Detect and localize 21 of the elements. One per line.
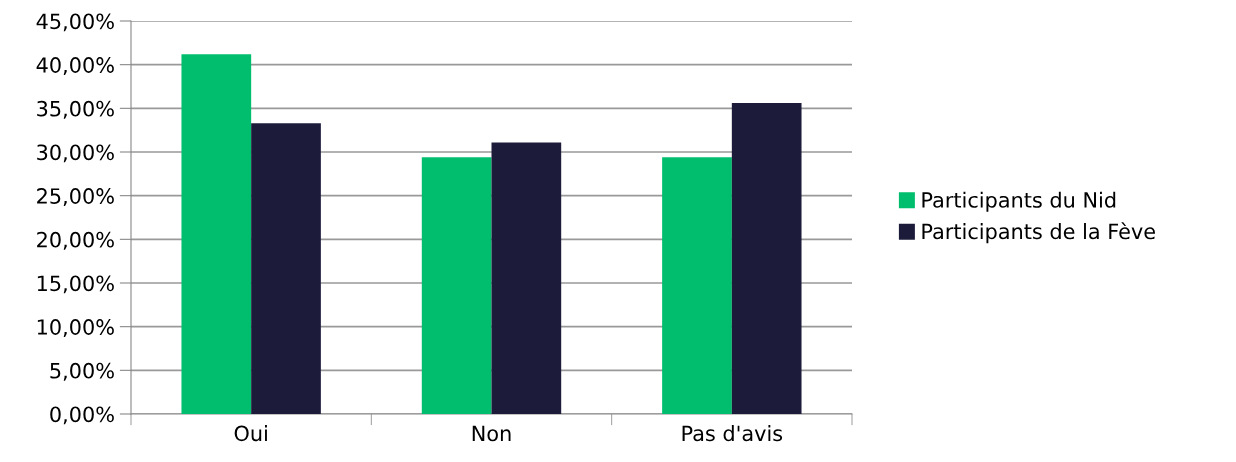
y-tick-label: 15,00%: [37, 275, 114, 294]
y-tick-label: 20,00%: [37, 231, 114, 250]
y-tick-label: 30,00%: [37, 144, 114, 163]
y-tick-label: 40,00%: [36, 57, 114, 75]
x-tick-label: Non: [472, 425, 511, 442]
y-tick-label: 45,00%: [36, 13, 114, 32]
bar: [251, 123, 321, 414]
bar: [181, 54, 252, 414]
y-tick-label: 5,00%: [50, 362, 114, 381]
y-tick-label: 0,00%: [50, 406, 114, 425]
bar: [731, 103, 802, 414]
y-tick-label: 25,00%: [37, 188, 114, 206]
bar: [421, 157, 492, 414]
bar: [491, 142, 562, 414]
legend-label: Participants du Nid: [922, 191, 1116, 212]
y-tick-label: 35,00%: [37, 100, 114, 119]
x-tick-label: Oui: [234, 425, 267, 442]
y-tick-label: 10,00%: [37, 319, 114, 337]
x-tick-label: Pas d'avis: [682, 425, 783, 442]
legend-label: Participants de la Fève: [922, 222, 1155, 244]
bar: [662, 157, 732, 414]
